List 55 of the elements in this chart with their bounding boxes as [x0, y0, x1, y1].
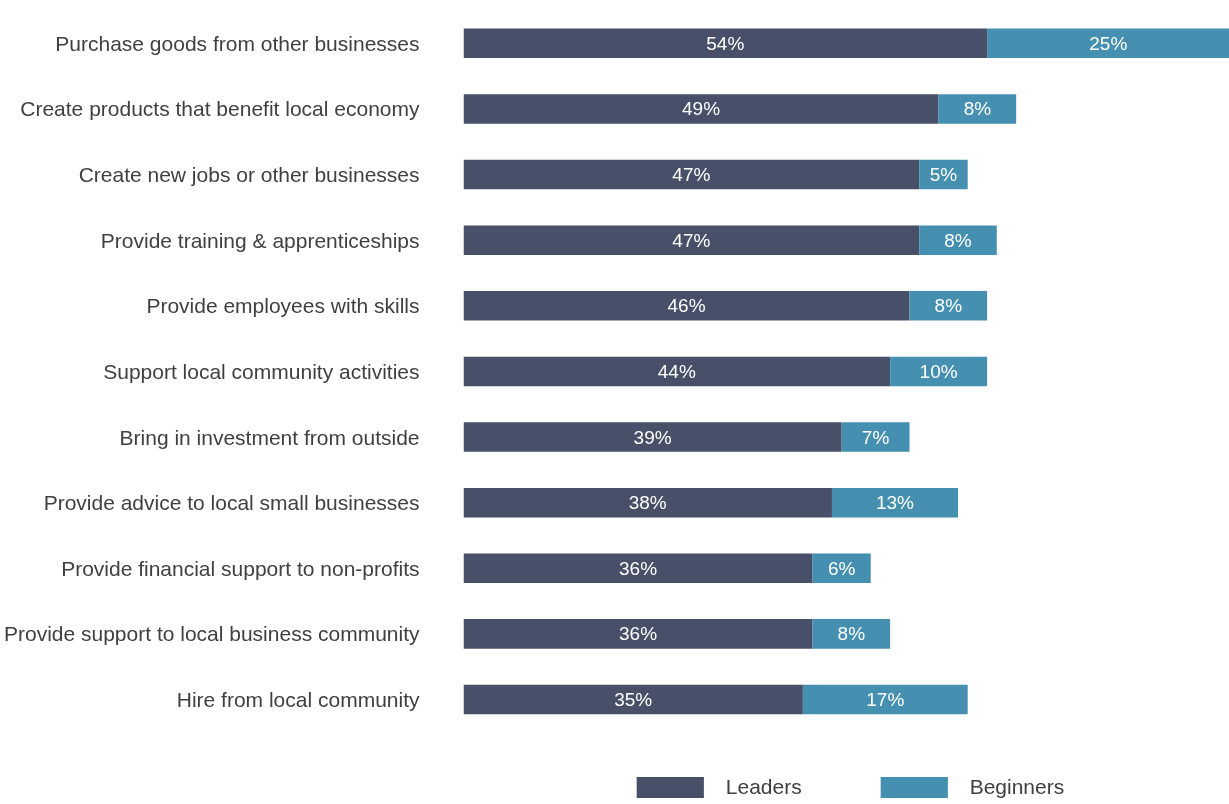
data-label: 17% — [866, 689, 905, 711]
bar — [463, 291, 910, 321]
y-tick-label: Provide financial support to non-profits — [61, 556, 420, 580]
bar — [841, 422, 910, 452]
data-label: 8% — [963, 98, 992, 120]
y-tick-label: Support local community activities — [103, 359, 420, 383]
y-tick-label: Create new jobs or other businesses — [78, 163, 420, 187]
bar — [802, 684, 968, 715]
bar — [463, 94, 939, 124]
legend-label: Beginners — [969, 775, 1065, 799]
data-label: 7% — [861, 426, 890, 448]
y-tick-label: Provide training & apprenticeships — [100, 228, 420, 252]
data-label: 44% — [657, 360, 696, 382]
data-label: 49% — [682, 98, 721, 120]
data-label: 8% — [944, 229, 972, 251]
data-label: 10% — [919, 360, 958, 382]
y-tick-label: Provide advice to local small businesses — [43, 491, 420, 515]
data-label: 39% — [633, 426, 672, 448]
bar — [463, 159, 920, 190]
data-label: 36% — [619, 623, 658, 645]
bar — [987, 28, 1229, 59]
data-label: 8% — [837, 623, 866, 645]
y-tick-label: Create products that benefit local economy — [20, 97, 420, 121]
bar — [812, 619, 891, 649]
data-label: 5% — [929, 164, 958, 186]
bar — [919, 225, 997, 255]
bar — [463, 28, 988, 59]
data-label: 47% — [672, 164, 711, 186]
legend-label: Leaders — [725, 775, 802, 799]
y-tick-label: Hire from local community — [176, 688, 420, 712]
y-tick-label: Provide employees with skills — [146, 294, 420, 318]
bar — [890, 356, 988, 387]
data-label: 36% — [619, 557, 658, 579]
bar — [463, 356, 891, 387]
data-label: 13% — [875, 492, 915, 514]
data-label: 54% — [706, 32, 745, 54]
data-label: 6% — [827, 557, 856, 579]
data-label: 25% — [1089, 32, 1128, 54]
bar — [463, 684, 803, 715]
bar — [909, 291, 988, 321]
data-label: 38% — [628, 492, 667, 514]
y-tick-label: Purchase goods from other businesses — [55, 31, 420, 55]
data-label: 46% — [667, 295, 706, 317]
bar — [463, 619, 813, 649]
bar — [463, 553, 813, 584]
y-tick-label: Provide support to local business community — [3, 622, 420, 646]
bar — [463, 422, 842, 452]
bar — [831, 487, 959, 518]
bar — [463, 487, 832, 518]
data-label: 47% — [672, 229, 711, 251]
bar — [463, 225, 920, 255]
y-tick-label: Bring in investment from outside — [119, 425, 420, 449]
data-label: 8% — [934, 295, 963, 317]
data-label: 35% — [614, 689, 653, 711]
bar — [938, 94, 1017, 124]
